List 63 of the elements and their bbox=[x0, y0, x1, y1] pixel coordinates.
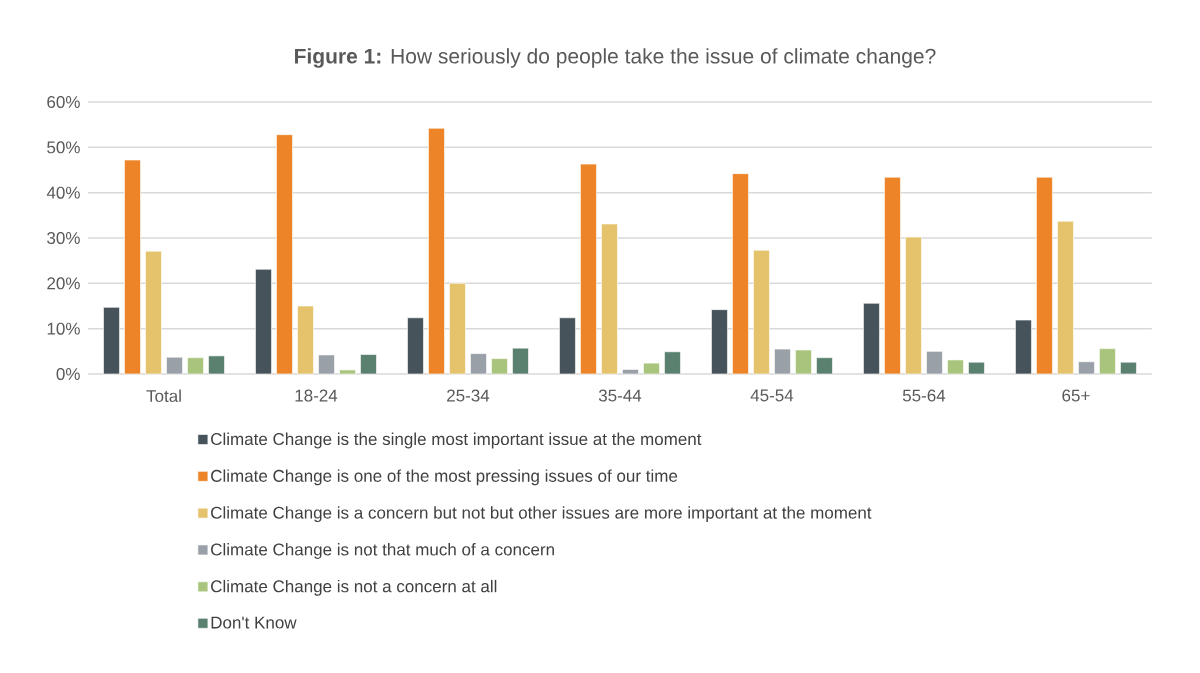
legend-label: Climate Change is one of the most pressing issues of our time bbox=[211, 469, 678, 486]
bar bbox=[884, 176, 901, 375]
bar bbox=[449, 283, 466, 375]
bar bbox=[470, 353, 487, 375]
bar bbox=[491, 358, 508, 375]
y-tick-label: 10% bbox=[47, 322, 80, 335]
x-tick-label: 45-54 bbox=[750, 389, 794, 402]
x-tick-label: 55-64 bbox=[902, 389, 946, 402]
bar bbox=[664, 351, 681, 375]
bar bbox=[947, 359, 964, 375]
legend-label: Don't Know bbox=[211, 616, 297, 629]
bar bbox=[643, 362, 660, 375]
bar bbox=[905, 236, 922, 375]
bar bbox=[711, 309, 728, 375]
bar bbox=[1120, 361, 1137, 375]
y-tick-label: 50% bbox=[47, 141, 80, 154]
bar bbox=[407, 317, 424, 375]
bar bbox=[187, 357, 204, 375]
bar bbox=[276, 134, 293, 375]
legend-label: Climate Change is the single most important issue at the moment bbox=[211, 432, 702, 449]
bar bbox=[559, 317, 576, 375]
bar bbox=[580, 163, 597, 375]
bar bbox=[166, 356, 183, 375]
bar bbox=[795, 349, 812, 375]
bar bbox=[1078, 361, 1095, 375]
bar bbox=[339, 369, 356, 375]
bar bbox=[512, 347, 529, 375]
bar bbox=[124, 159, 141, 375]
chart-title: Figure 1: How seriously do people take the issue of climate change? bbox=[295, 48, 936, 68]
bar bbox=[255, 268, 272, 375]
x-tick-label: 35-44 bbox=[598, 389, 642, 402]
bar bbox=[732, 173, 749, 375]
bar bbox=[360, 354, 377, 375]
bar bbox=[816, 357, 833, 375]
bar bbox=[926, 351, 943, 375]
bar bbox=[1057, 220, 1074, 375]
bar bbox=[753, 249, 770, 375]
bar bbox=[145, 250, 162, 375]
bar bbox=[318, 354, 335, 375]
bar bbox=[428, 128, 445, 375]
x-tick-label: Total bbox=[146, 389, 181, 403]
y-tick-label: 0% bbox=[56, 367, 80, 381]
bar bbox=[1036, 176, 1053, 375]
y-tick-label: 20% bbox=[47, 277, 80, 290]
bar bbox=[622, 369, 639, 375]
x-tick-label: 18-24 bbox=[295, 389, 338, 402]
legend-label: Climate Change is not a concern at all bbox=[211, 579, 497, 596]
bar bbox=[1015, 319, 1032, 375]
bar bbox=[601, 223, 618, 375]
bar bbox=[774, 348, 791, 375]
bar bbox=[968, 361, 985, 375]
bar bbox=[1099, 348, 1116, 375]
legend-label: Climate Change is not that much of a concern bbox=[211, 543, 554, 559]
y-tick-label: 30% bbox=[47, 231, 80, 245]
y-tick-label: 40% bbox=[46, 186, 80, 199]
x-tick-label: 25-34 bbox=[447, 389, 490, 402]
bar bbox=[297, 305, 314, 375]
bar bbox=[103, 307, 120, 375]
bar bbox=[208, 355, 225, 375]
x-tick-label: 65+ bbox=[1062, 389, 1090, 402]
legend-label: Climate Change is a concern but not but other issues are more important at the moment bbox=[211, 506, 872, 523]
y-tick-label: 60% bbox=[47, 95, 80, 109]
bar bbox=[863, 302, 880, 375]
